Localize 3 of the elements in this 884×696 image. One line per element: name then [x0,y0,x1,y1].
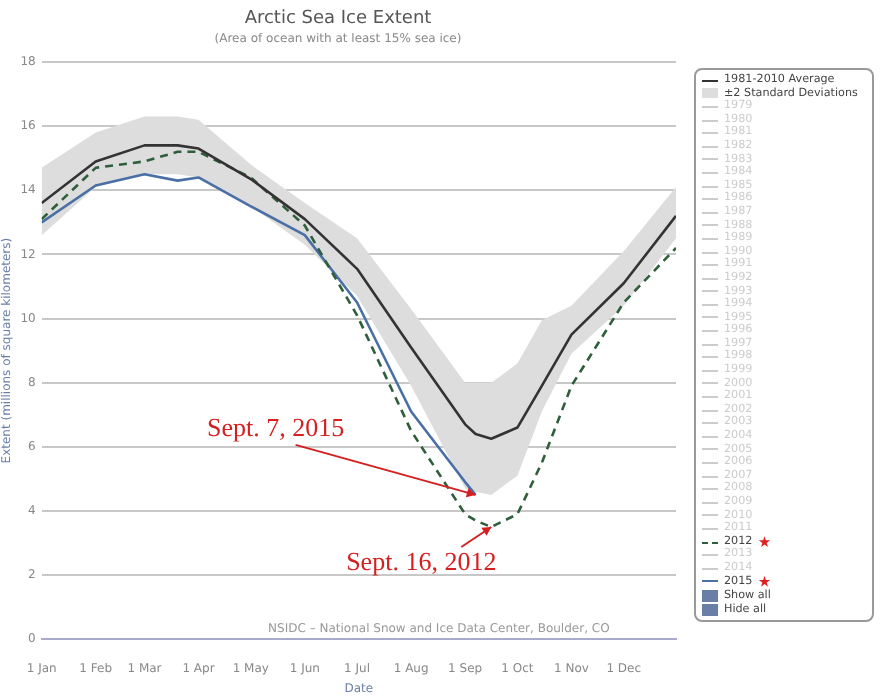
chart-title: Arctic Sea Ice Extent [244,9,433,30]
annotation: Sept. 7, 2015 [206,411,345,442]
annotation: Sept. 16, 2012 [346,545,497,576]
